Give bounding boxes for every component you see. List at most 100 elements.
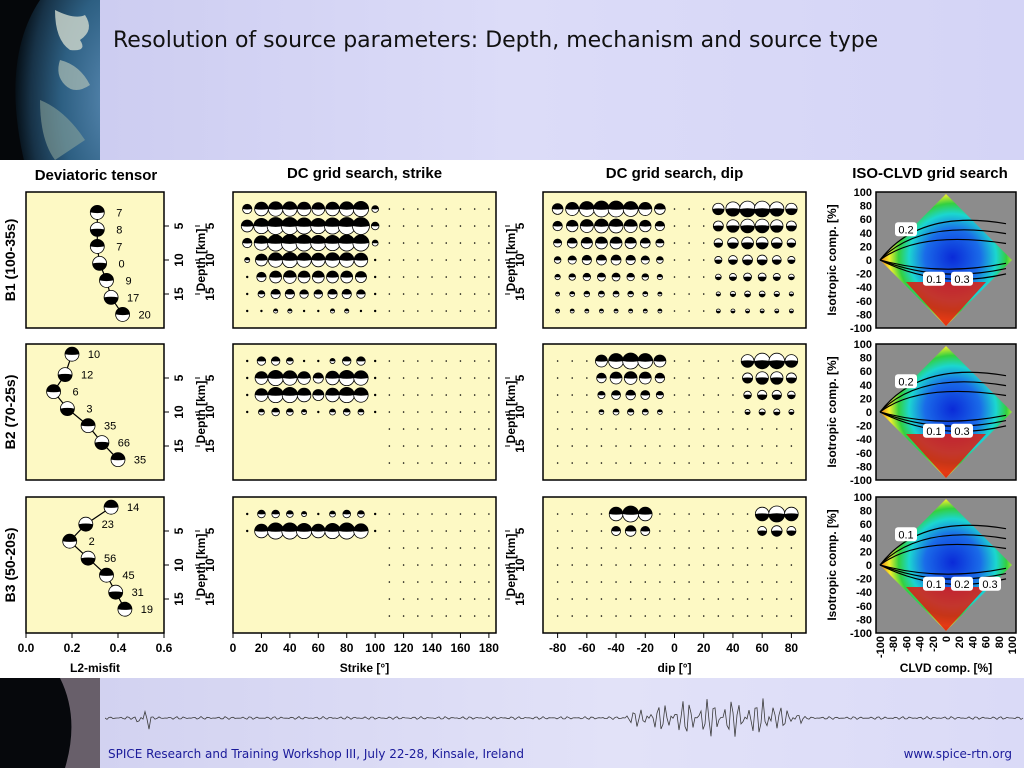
grid-dot <box>761 564 763 566</box>
beachball-quadrant <box>641 255 650 261</box>
beachball-mark <box>642 308 648 314</box>
beachball-quadrant <box>757 259 768 265</box>
grid-dot <box>790 615 793 617</box>
beachball-mark <box>371 205 379 213</box>
beachball-mark <box>297 270 311 284</box>
beachball-mark <box>784 506 799 522</box>
deviatoric-point-label: 35 <box>134 455 146 467</box>
strike-dot <box>302 359 306 363</box>
beachball-quadrant <box>624 219 638 227</box>
beachball-mark <box>742 372 754 384</box>
beachball-mark <box>656 256 664 264</box>
beachball-quadrant <box>352 234 370 244</box>
grid-dot <box>402 445 405 447</box>
beachball-quadrant <box>325 371 340 379</box>
beachball-mark <box>594 218 609 234</box>
beachball-mark <box>595 354 608 368</box>
grid-dot <box>673 462 676 464</box>
deviatoric-point-label: 7 <box>116 241 122 253</box>
beachball-mark <box>785 220 797 232</box>
grid-dot <box>702 445 705 447</box>
beachball-mark <box>370 221 380 231</box>
beachball-mark <box>301 409 308 415</box>
deviatoric-depth-tick-label: 5 <box>172 374 186 381</box>
beachball-quadrant <box>269 271 282 278</box>
grid-dot <box>556 615 559 617</box>
beachball-quadrant <box>716 293 721 297</box>
grid-dot <box>761 445 763 447</box>
beachball-quadrant <box>355 271 367 278</box>
grid-dot <box>402 242 405 244</box>
beachball-quadrant <box>657 291 662 295</box>
grid-dot <box>402 377 405 379</box>
beachball-quadrant <box>743 276 752 281</box>
dip-ylabel: Depth [km] <box>504 381 518 444</box>
grid-dot <box>556 530 559 532</box>
iso-x-tick-label: 60 <box>981 636 993 648</box>
grid-dot <box>388 615 391 617</box>
beachball-mark <box>579 219 594 233</box>
deviatoric-point-label: 2 <box>89 536 95 548</box>
beachball-mark <box>611 390 621 400</box>
iso-y-tick-label: -80 <box>856 614 872 626</box>
beachball-quadrant <box>789 293 794 297</box>
beachball-mark <box>352 200 369 218</box>
iso-contour <box>879 381 1007 413</box>
strike-dot <box>373 309 377 313</box>
iso-x-tick-label: -20 <box>928 636 940 652</box>
beachball-mark <box>60 401 75 417</box>
grid-dot <box>556 394 559 396</box>
strike-x-tick-label: 140 <box>422 641 442 655</box>
beachball-quadrant <box>270 289 281 295</box>
beachball-mark <box>99 272 114 288</box>
grid-dot <box>659 598 661 600</box>
beachball-mark <box>712 220 724 232</box>
grid-dot <box>586 377 588 379</box>
beachball-quadrant <box>58 373 73 382</box>
beachball-mark <box>357 510 365 518</box>
beachball-quadrant <box>352 217 370 227</box>
grid-dot <box>459 276 462 278</box>
grid-dot <box>473 428 476 430</box>
beachball-mark <box>271 509 280 519</box>
grid-dot <box>445 377 448 379</box>
beachball-mark <box>768 505 786 523</box>
grid-dot <box>473 293 476 295</box>
beachball-quadrant <box>714 242 723 248</box>
grid-dot <box>629 428 632 430</box>
beachball-mark <box>637 353 654 369</box>
grid-dot <box>702 598 705 600</box>
deviatoric-point-label: 35 <box>104 421 116 433</box>
beachball-mark <box>258 408 265 416</box>
beachball-mark <box>555 308 561 314</box>
iso-contour <box>879 219 1007 261</box>
iso-y-tick-label: -40 <box>856 282 872 294</box>
beachball-quadrant <box>758 276 767 281</box>
beachball-quadrant <box>310 235 326 244</box>
iso-contour-label: 0.1 <box>898 529 913 541</box>
beachball-quadrant <box>772 259 782 265</box>
iso-x-tick-label: 20 <box>954 636 966 648</box>
beachball-quadrant <box>570 309 575 312</box>
beachball-quadrant <box>567 238 578 244</box>
grid-dot <box>644 445 647 447</box>
grid-dot <box>717 547 720 549</box>
grid-dot <box>417 259 419 261</box>
beachball-mark <box>310 217 327 235</box>
beachball-quadrant <box>60 407 75 416</box>
grid-dot <box>445 208 448 210</box>
dip-x-tick-label: 60 <box>755 641 769 655</box>
beachball-quadrant <box>755 377 769 385</box>
iso-contour-label: 0.2 <box>898 376 913 388</box>
beachball-mark <box>757 389 768 401</box>
strike-dot <box>373 376 377 380</box>
iso-contour-label: 0.3 <box>954 274 969 286</box>
beachball-quadrant <box>282 387 298 396</box>
depth-tick-label: 15 <box>203 287 217 301</box>
strike-dot <box>260 309 263 313</box>
grid-dot <box>571 615 574 617</box>
beachball-mark <box>713 238 724 248</box>
footer-url-link[interactable]: www.spice-rtn.org <box>903 747 1012 761</box>
beachball-quadrant <box>296 252 312 261</box>
iso-y-tick-label: 40 <box>860 533 872 545</box>
